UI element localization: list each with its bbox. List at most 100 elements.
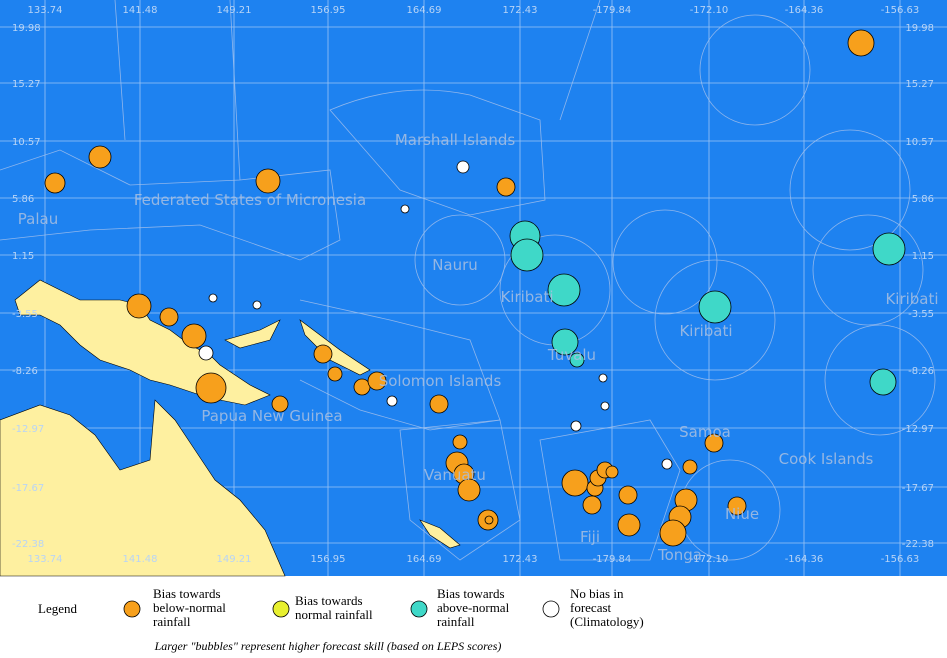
graticule [0,0,947,576]
forecast-bubble [618,485,638,505]
bubbles [44,29,906,547]
region-label: Palau [18,210,58,228]
lon-label: 133.74 [28,554,63,565]
lat-label: 1.15 [12,251,34,262]
lat-label: -3.55 [12,309,38,320]
lon-label: -172.10 [690,5,729,16]
forecast-bubble [847,29,875,57]
forecast-bubble [452,434,468,450]
legend-label: Bias towards [153,586,221,601]
legend-swatch [542,600,560,618]
legend-label: No bias in [570,586,624,601]
forecast-bubble [600,401,610,411]
forecast-bubble [353,378,371,396]
forecast-bubble [698,290,732,324]
lat-label: -8.26 [12,366,38,377]
forecast-bubble [198,345,214,361]
forecast-bubble [195,372,227,404]
forecast-bubble [659,519,687,547]
forecast-bubble [484,515,494,525]
lat-label: -12.97 [12,424,44,435]
eez-boundary [812,214,924,326]
lon-label: 164.69 [407,554,442,565]
forecast-bubble [456,160,470,174]
forecast-bubble [255,168,281,194]
legend-label: below-normal [153,600,226,615]
lon-label: -179.84 [593,5,632,16]
lon-label: -164.36 [785,554,824,565]
forecast-bubble [367,371,387,391]
forecast-bubble [682,459,698,475]
region-label: Niue [725,505,759,523]
lon-label: 172.43 [503,554,538,565]
forecast-bubble [181,323,207,349]
lon-label: 141.48 [123,554,158,565]
eez-boundary [699,14,811,126]
legend-label: (Climatology) [570,614,644,629]
forecast-bubble [208,293,218,303]
lon-label: -156.63 [881,554,920,565]
forecast-bubble [252,300,262,310]
eez-boundary [114,0,601,181]
legend-label: forecast [570,600,612,615]
lon-label: -172.10 [690,554,729,565]
region-label: Solomon Islands [379,372,502,390]
eez-boundary [0,149,341,261]
legend-note: Larger "bubbles" represent higher foreca… [154,639,502,653]
forecast-bubble [547,273,581,307]
lat-label: 5.86 [12,194,34,205]
lat-label: 10.57 [12,137,41,148]
lon-label: 156.95 [311,5,346,16]
eez-boundary [824,324,936,436]
lat-label: 15.27 [905,79,934,90]
landmass [299,319,371,376]
region-label: Cook Islands [779,450,874,468]
forecast-bubble [457,478,481,502]
forecast-bubble [496,177,516,197]
forecast-bubble [159,307,179,327]
forecast-bubble [617,513,641,537]
forecast-bubble [327,366,343,382]
forecast-bubble [386,395,398,407]
legend-label: rainfall [153,614,191,629]
lon-label: -179.84 [593,554,632,565]
legend-label: Bias towards [437,586,505,601]
eez-boundary [414,214,506,306]
lon-label: 172.43 [503,5,538,16]
landmass [419,519,461,549]
forecast-bubble [605,465,619,479]
region-label: Papua New Guinea [201,407,342,425]
forecast-bubble [400,204,410,214]
lat-label: 10.57 [905,137,934,148]
forecast-bubble [551,328,579,356]
lat-label: -8.26 [908,366,934,377]
forecast-bubble [704,433,724,453]
forecast-bubble [429,394,449,414]
lat-label: 15.27 [12,79,41,90]
region-label: Tuvalu [547,346,596,364]
forecast-bubble [510,238,544,272]
region-label: Kiribati [679,322,732,340]
lat-label: -12.97 [902,424,934,435]
lat-label: -17.67 [12,483,44,494]
forecast-bubble [271,395,289,413]
lon-label: 149.21 [217,554,252,565]
region-label: Marshall Islands [395,131,516,149]
legend: Legend Bias towardsbelow-normalrainfallB… [38,586,644,629]
landmass [224,319,281,349]
forecast-bubble [727,496,747,516]
eez-boundary [329,89,546,216]
lon-label: -164.36 [785,5,824,16]
lon-label: 141.48 [123,5,158,16]
legend-swatch [123,600,141,618]
lat-label: -22.38 [902,539,934,550]
forecast-bubble [313,344,333,364]
legend-label: normal rainfall [295,607,373,622]
eez-boundary [612,209,718,315]
forecast-bubble [126,293,152,319]
forecast-bubble [582,495,602,515]
region-label: Nauru [432,256,478,274]
legend-label: rainfall [437,614,475,629]
